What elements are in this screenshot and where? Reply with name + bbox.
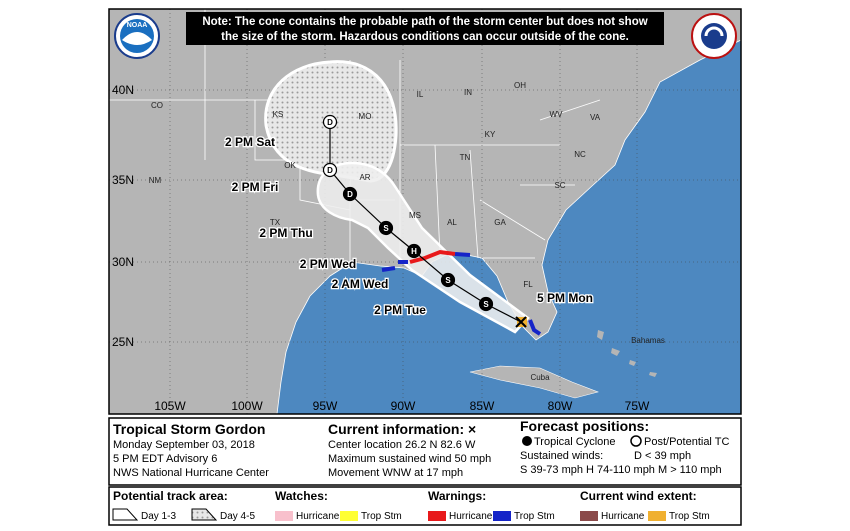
forecast-point-letter: D bbox=[327, 118, 333, 127]
place-label: WV bbox=[550, 110, 564, 119]
longitude-label: 100W bbox=[231, 399, 263, 413]
legend-panel bbox=[108, 486, 742, 526]
warnings bbox=[381, 249, 542, 336]
track-label: 2 PM Wed bbox=[300, 257, 356, 271]
place-label: IL bbox=[417, 90, 424, 99]
place-label: MS bbox=[409, 211, 421, 220]
place-label: KS bbox=[273, 110, 284, 119]
cone-day13 bbox=[316, 161, 530, 334]
forecast-point bbox=[478, 296, 494, 312]
legend-icons bbox=[112, 435, 666, 521]
forecast-point-letter: H bbox=[411, 247, 417, 256]
forecast-point bbox=[342, 186, 358, 202]
longitude-label: 80W bbox=[548, 399, 573, 413]
place-label: OK bbox=[284, 161, 296, 170]
legend-item: Day 4-5 bbox=[220, 511, 255, 522]
place-label: MO bbox=[359, 112, 372, 121]
forecast-point bbox=[406, 243, 422, 259]
current-wind: Maximum sustained wind 50 mph bbox=[328, 453, 491, 465]
track-label: 2 PM Fri bbox=[232, 180, 279, 194]
forecast-depression: D < 39 mph bbox=[634, 450, 691, 462]
legend-item: Day 1-3 bbox=[141, 511, 176, 522]
place-label: NM bbox=[149, 176, 162, 185]
logo-text: NOAA bbox=[127, 22, 148, 29]
track-label: 2 PM Sat bbox=[225, 135, 275, 149]
forecast-title: Forecast positions: bbox=[520, 418, 649, 434]
place-label: CO bbox=[151, 101, 163, 110]
place-label: SC bbox=[554, 181, 565, 190]
place-label: VA bbox=[590, 113, 601, 122]
legend-title: Current wind extent: bbox=[580, 489, 697, 503]
note-text: Note: The cone contains the probable pat… bbox=[202, 16, 647, 28]
longitude-label: 90W bbox=[391, 399, 416, 413]
nws-logo bbox=[691, 13, 737, 59]
place-label: GA bbox=[494, 218, 506, 227]
track-label: 2 PM Tue bbox=[374, 303, 426, 317]
track-label: 5 PM Mon bbox=[537, 291, 593, 305]
current-title: Current information: × bbox=[328, 421, 476, 437]
map bbox=[109, 9, 741, 414]
place-label: TX bbox=[270, 218, 281, 227]
storm-advisory: 5 PM EDT Advisory 6 bbox=[113, 453, 217, 465]
longitude-label: 75W bbox=[625, 399, 650, 413]
place-label: Cuba bbox=[530, 373, 550, 382]
legend-item: Trop Stm bbox=[361, 511, 402, 522]
forecast-point-letter: D bbox=[347, 190, 353, 199]
latitude-label: 35N bbox=[112, 173, 134, 187]
storm-center: NWS National Hurricane Center bbox=[113, 467, 269, 479]
forecast-winds-title: Sustained winds: bbox=[520, 450, 603, 462]
forecast-point-letter: S bbox=[483, 300, 489, 309]
place-label: IN bbox=[464, 88, 472, 97]
place-label: AL bbox=[447, 218, 457, 227]
forecast-point bbox=[378, 220, 394, 236]
forecast-point bbox=[440, 272, 456, 288]
map-frame bbox=[108, 8, 742, 415]
longitude-label: 85W bbox=[470, 399, 495, 413]
latitude-label: 40N bbox=[112, 83, 134, 97]
place-label: NC bbox=[574, 150, 586, 159]
storm-date: Monday September 03, 2018 bbox=[113, 439, 255, 451]
cuba bbox=[469, 365, 599, 399]
info-panel bbox=[108, 417, 742, 486]
place-label: TN bbox=[460, 153, 471, 162]
bahamas bbox=[597, 330, 657, 377]
longitude-label: 95W bbox=[313, 399, 338, 413]
forecast-point-letter: D bbox=[327, 166, 333, 175]
forecast-point-letter: S bbox=[383, 224, 389, 233]
forecast-point bbox=[322, 114, 338, 130]
track-label: 2 PM Thu bbox=[259, 226, 312, 240]
note-text: the size of the storm. Hazardous conditi… bbox=[221, 31, 629, 43]
current-movement: Movement WNW at 17 mph bbox=[328, 467, 463, 479]
legend-title: Watches: bbox=[275, 489, 328, 503]
forecast-tropical: Tropical Cyclone bbox=[534, 436, 616, 448]
forecast-point bbox=[322, 162, 338, 178]
legend-item: Trop Stm bbox=[514, 511, 555, 522]
legend-item: Hurricane bbox=[601, 511, 645, 522]
place-label: AR bbox=[359, 173, 370, 182]
current-position bbox=[515, 316, 527, 328]
latitude-label: 25N bbox=[112, 335, 134, 349]
noaa-logo bbox=[114, 13, 160, 59]
track-label: 2 AM Wed bbox=[332, 277, 389, 291]
legend-title: Warnings: bbox=[428, 489, 486, 503]
longitude-label: 105W bbox=[154, 399, 186, 413]
legend-title: Potential track area: bbox=[113, 489, 228, 503]
legend-item: Hurricane bbox=[296, 511, 340, 522]
forecast-post: Post/Potential TC bbox=[644, 436, 729, 448]
storm-name: Tropical Storm Gordon bbox=[113, 421, 265, 437]
current-location: Center location 26.2 N 82.6 W bbox=[328, 439, 476, 451]
legend-item: Trop Stm bbox=[669, 511, 710, 522]
place-label: OH bbox=[514, 81, 526, 90]
note-box bbox=[186, 12, 664, 45]
forecast-classes: S 39-73 mph H 74-110 mph M > 110 mph bbox=[520, 464, 722, 476]
latitude-label: 30N bbox=[112, 255, 134, 269]
legend-item: Hurricane bbox=[449, 511, 493, 522]
place-label: KY bbox=[485, 130, 496, 139]
place-label: FL bbox=[523, 280, 533, 289]
forecast-point-letter: S bbox=[445, 276, 451, 285]
place-label: Bahamas bbox=[631, 336, 665, 345]
